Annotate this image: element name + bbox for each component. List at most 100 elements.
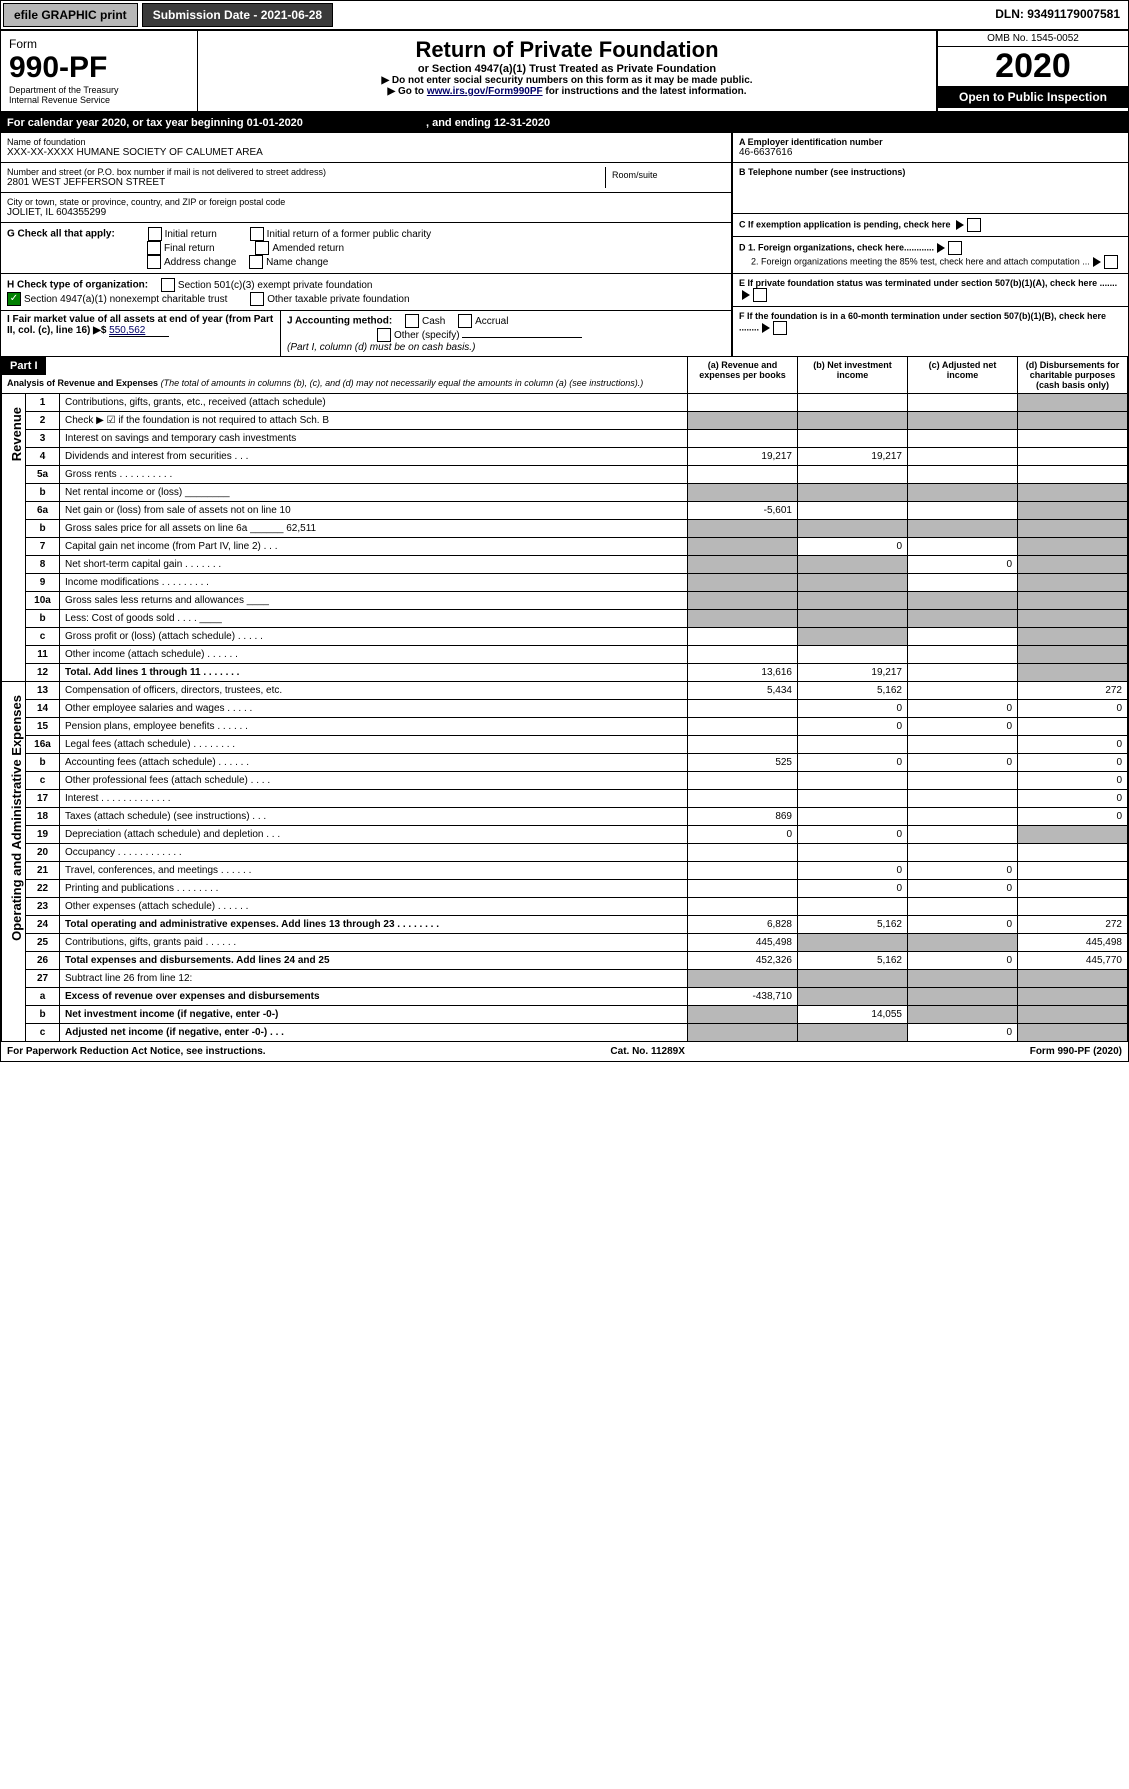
table-row: cGross profit or (loss) (attach schedule… <box>2 628 1128 646</box>
amount-cell: 5,434 <box>688 682 798 700</box>
accrual-checkbox[interactable] <box>458 314 472 328</box>
line-number: 20 <box>26 844 60 862</box>
amount-cell <box>1018 988 1128 1006</box>
table-row: 27Subtract line 26 from line 12: <box>2 970 1128 988</box>
table-row: 3Interest on savings and temporary cash … <box>2 430 1128 448</box>
table-row: 26Total expenses and disbursements. Add … <box>2 952 1128 970</box>
line-description: Net investment income (if negative, ente… <box>60 1006 688 1024</box>
4947a1-checkbox[interactable] <box>7 292 21 306</box>
line-number: c <box>26 1024 60 1042</box>
amount-cell <box>908 646 1018 664</box>
efile-button[interactable]: efile GRAPHIC print <box>3 3 138 27</box>
amount-cell <box>688 790 798 808</box>
line-description: Adjusted net income (if negative, enter … <box>60 1024 688 1042</box>
amount-cell <box>1018 646 1128 664</box>
amount-cell <box>688 484 798 502</box>
amount-cell: 0 <box>1018 790 1128 808</box>
table-row: 10aGross sales less returns and allowanc… <box>2 592 1128 610</box>
line-number: 2 <box>26 412 60 430</box>
c-checkbox[interactable] <box>967 218 981 232</box>
amount-cell: 13,616 <box>688 664 798 682</box>
f-checkbox[interactable] <box>773 321 787 335</box>
amount-cell: 0 <box>798 754 908 772</box>
initial-return-checkbox[interactable] <box>148 227 162 241</box>
line-description: Accounting fees (attach schedule) . . . … <box>60 754 688 772</box>
table-row: Operating and Administrative Expenses13C… <box>2 682 1128 700</box>
line-number: 21 <box>26 862 60 880</box>
amount-cell <box>1018 898 1128 916</box>
line-description: Other income (attach schedule) . . . . .… <box>60 646 688 664</box>
amount-cell <box>688 862 798 880</box>
amount-cell <box>908 520 1018 538</box>
d2-checkbox[interactable] <box>1104 255 1118 269</box>
other-taxable-checkbox[interactable] <box>250 292 264 306</box>
paperwork-notice: For Paperwork Reduction Act Notice, see … <box>7 1046 266 1057</box>
line-number: 8 <box>26 556 60 574</box>
amount-cell <box>908 844 1018 862</box>
former-charity-checkbox[interactable] <box>250 227 264 241</box>
part1-note: (The total of amounts in columns (b), (c… <box>161 378 644 388</box>
other-method-checkbox[interactable] <box>377 328 391 342</box>
amount-cell <box>688 520 798 538</box>
line-number: c <box>26 628 60 646</box>
address-change-checkbox[interactable] <box>147 255 161 269</box>
table-row: 18Taxes (attach schedule) (see instructi… <box>2 808 1128 826</box>
amount-cell: 0 <box>798 718 908 736</box>
final-return-checkbox[interactable] <box>147 241 161 255</box>
amount-cell: 0 <box>798 862 908 880</box>
amount-cell <box>908 502 1018 520</box>
amount-cell <box>798 970 908 988</box>
amount-cell <box>908 394 1018 412</box>
line-description: Gross sales price for all assets on line… <box>60 520 688 538</box>
table-row: 9Income modifications . . . . . . . . . <box>2 574 1128 592</box>
amount-cell <box>688 538 798 556</box>
line-number: 10a <box>26 592 60 610</box>
line-description: Other expenses (attach schedule) . . . .… <box>60 898 688 916</box>
instr-link[interactable]: www.irs.gov/Form990PF <box>427 86 543 97</box>
line-description: Gross sales less returns and allowances … <box>60 592 688 610</box>
form-label: Form <box>9 37 189 51</box>
amount-cell <box>1018 394 1128 412</box>
line-description: Other professional fees (attach schedule… <box>60 772 688 790</box>
name-change-checkbox[interactable] <box>249 255 263 269</box>
line-description: Total operating and administrative expen… <box>60 916 688 934</box>
amount-cell <box>1018 592 1128 610</box>
amount-cell <box>908 466 1018 484</box>
line-number: 14 <box>26 700 60 718</box>
line-number: 12 <box>26 664 60 682</box>
line-number: 23 <box>26 898 60 916</box>
amount-cell: 5,162 <box>798 952 908 970</box>
amount-cell: 0 <box>1018 772 1128 790</box>
table-row: 6aNet gain or (loss) from sale of assets… <box>2 502 1128 520</box>
table-row: bAccounting fees (attach schedule) . . .… <box>2 754 1128 772</box>
amount-cell <box>688 1024 798 1042</box>
amended-return-checkbox[interactable] <box>255 241 269 255</box>
501c3-checkbox[interactable] <box>161 278 175 292</box>
line-number: b <box>26 610 60 628</box>
amount-cell: 0 <box>908 1024 1018 1042</box>
line-number: 25 <box>26 934 60 952</box>
amount-cell <box>908 808 1018 826</box>
cat-no: Cat. No. 11289X <box>610 1046 684 1057</box>
line-number: 24 <box>26 916 60 934</box>
amount-cell <box>1018 484 1128 502</box>
fmv-value[interactable]: 550,562 <box>109 325 169 337</box>
amount-cell: 272 <box>1018 916 1128 934</box>
e-checkbox[interactable] <box>753 288 767 302</box>
amount-cell <box>908 538 1018 556</box>
city-state-zip: JOLIET, IL 604355299 <box>7 207 725 218</box>
cash-checkbox[interactable] <box>405 314 419 328</box>
instr-2: ▶ Go to www.irs.gov/Form990PF for instru… <box>208 86 926 97</box>
table-row: bNet rental income or (loss) ________ <box>2 484 1128 502</box>
line-description: Pension plans, employee benefits . . . .… <box>60 718 688 736</box>
table-row: Revenue1Contributions, gifts, grants, et… <box>2 394 1128 412</box>
line-number: 4 <box>26 448 60 466</box>
amount-cell: 0 <box>908 700 1018 718</box>
line-description: Travel, conferences, and meetings . . . … <box>60 862 688 880</box>
amount-cell <box>688 394 798 412</box>
city-label: City or town, state or province, country… <box>7 197 725 207</box>
d1-checkbox[interactable] <box>948 241 962 255</box>
amount-cell <box>1018 826 1128 844</box>
line-number: 13 <box>26 682 60 700</box>
submission-date: Submission Date - 2021-06-28 <box>142 3 333 27</box>
